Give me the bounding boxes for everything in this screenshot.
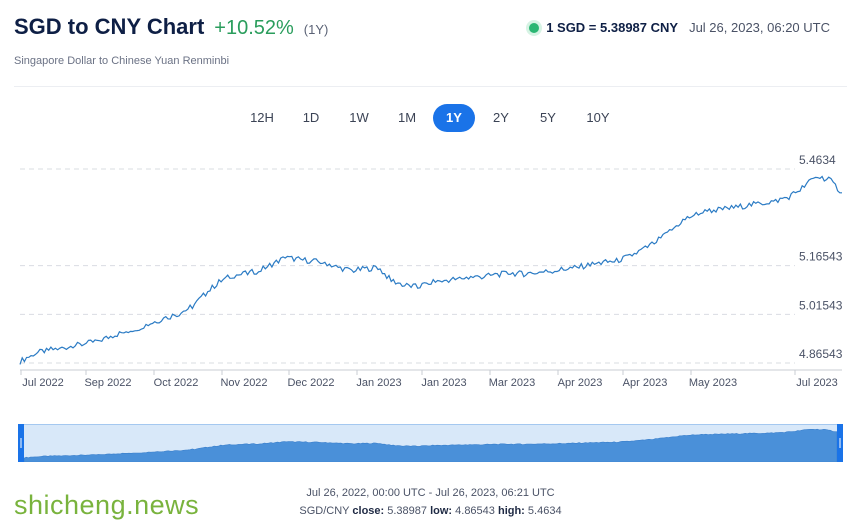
x-tick-label: Jan 2023 [421, 377, 466, 389]
y-tick-label: 5.16543 [799, 250, 843, 264]
header: SGD to CNY Chart +10.52% (1Y) [14, 14, 328, 40]
y-tick-label: 5.4634 [799, 153, 836, 167]
x-tick-label: Dec 2022 [287, 377, 334, 389]
timeframe-tabs: 12H 1D 1W 1M 1Y 2Y 5Y 10Y [0, 104, 861, 132]
x-tick-label: Apr 2023 [558, 377, 603, 389]
live-quote: 1 SGD = 5.38987 CNY Jul 26, 2023, 06:20 … [529, 20, 830, 35]
tab-1d[interactable]: 1D [302, 110, 320, 125]
navigator-area [23, 428, 838, 462]
price-chart: 5.4634 5.16543 5.01543 4.86543 Jul 2022 Sep 2… [19, 153, 843, 389]
y-tick-label: 4.86543 [799, 347, 843, 361]
tab-2y[interactable]: 2Y [493, 110, 509, 125]
x-tick-label: Jul 2022 [22, 377, 64, 389]
price-line [19, 175, 842, 365]
x-tick-label: Mar 2023 [489, 377, 535, 389]
low-value: 4.86543 [455, 505, 495, 517]
range-navigator[interactable] [18, 424, 843, 462]
x-tick-label: Jul 2023 [796, 377, 838, 389]
tab-1y[interactable]: 1Y [433, 104, 475, 132]
change-percent: +10.52% [214, 17, 294, 39]
stats-line: SGD/CNY close: 5.38987 low: 4.86543 high… [0, 505, 861, 517]
header-divider [14, 86, 847, 87]
close-value: 5.38987 [387, 505, 428, 517]
page-subtitle: Singapore Dollar to Chinese Yuan Renminb… [14, 55, 230, 67]
tab-1m[interactable]: 1M [397, 110, 417, 125]
quote-timestamp: Jul 26, 2023, 06:20 UTC [689, 20, 830, 35]
y-tick-label: 5.01543 [799, 298, 843, 312]
tab-5y[interactable]: 5Y [540, 110, 556, 125]
close-label: close: [352, 505, 385, 517]
low-label: low: [430, 505, 453, 517]
live-status-icon [529, 22, 540, 33]
x-tick-label: Jan 2023 [356, 377, 401, 389]
x-tick-label: May 2023 [689, 377, 737, 389]
x-tick-label: Oct 2022 [154, 377, 199, 389]
watermark-logo: shicheng.news [14, 490, 200, 520]
x-tick-label: Nov 2022 [220, 377, 267, 389]
tab-1w[interactable]: 1W [349, 110, 369, 125]
high-label: high: [497, 505, 525, 517]
tab-12h[interactable]: 12H [250, 110, 274, 125]
pair-label: SGD/CNY [299, 505, 350, 517]
x-tick-label: Sep 2022 [84, 377, 131, 389]
x-tick-label: Apr 2023 [623, 377, 668, 389]
high-value: 5.4634 [527, 505, 562, 517]
date-range: Jul 26, 2022, 00:00 UTC - Jul 26, 2023, … [306, 487, 555, 499]
tab-10y[interactable]: 10Y [586, 110, 610, 125]
change-period: (1Y) [303, 22, 329, 37]
quote-rate: 1 SGD = 5.38987 CNY [546, 20, 679, 35]
page-title: SGD to CNY Chart [14, 14, 205, 39]
